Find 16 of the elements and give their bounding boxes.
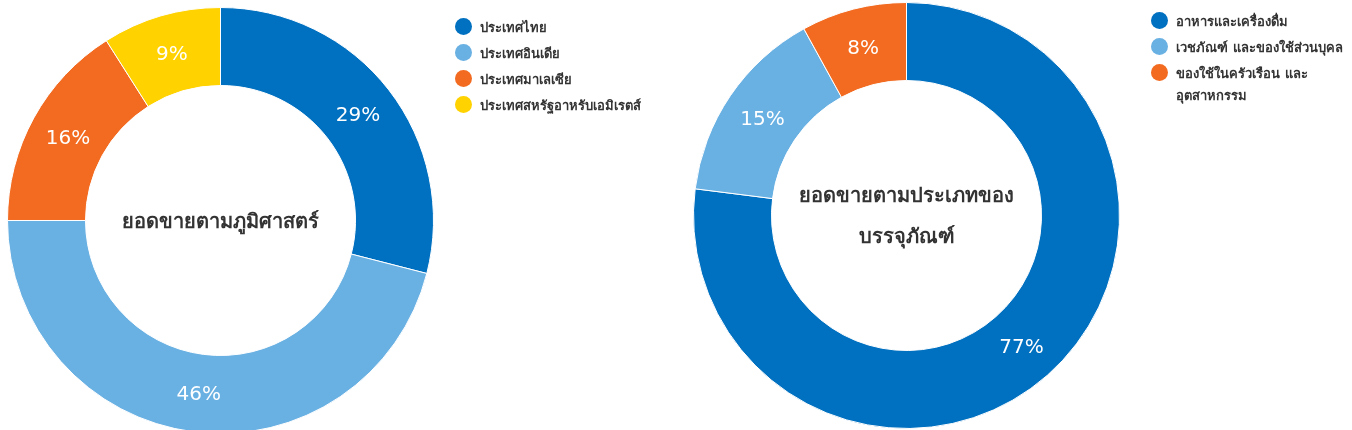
legend-label: ของใช้ในครัวเรือน และ อุตสาหกรรม — [1176, 64, 1309, 106]
data-label: 9% — [156, 41, 188, 66]
legend-label: ประเทศอินเดีย — [480, 45, 560, 63]
legend-label: อาหารและเครื่องดื่ม — [1176, 11, 1288, 31]
data-label: 8% — [847, 34, 880, 59]
data-label: 16% — [45, 124, 91, 149]
data-label: 46% — [176, 381, 221, 406]
data-label: 15% — [740, 105, 785, 130]
data-label: 29% — [335, 101, 381, 126]
text: ยอดขายตามประเภทของ บรรจุภัณฑ์ — [799, 183, 1014, 249]
legend-label: ประเทศไทย — [480, 19, 547, 37]
legend-label: เวชภัณฑ์ และของใช้ส่วนบุคล — [1176, 38, 1343, 58]
text: ยอดขายตามภูมิศาสตร์ — [122, 208, 319, 235]
legend-label: ประเทศสหรัฐอาหรับเอมิเรตส์ — [480, 97, 641, 116]
data-label: 77% — [999, 334, 1044, 359]
legend-label: ประเทศมาเลเซีย — [480, 71, 572, 89]
